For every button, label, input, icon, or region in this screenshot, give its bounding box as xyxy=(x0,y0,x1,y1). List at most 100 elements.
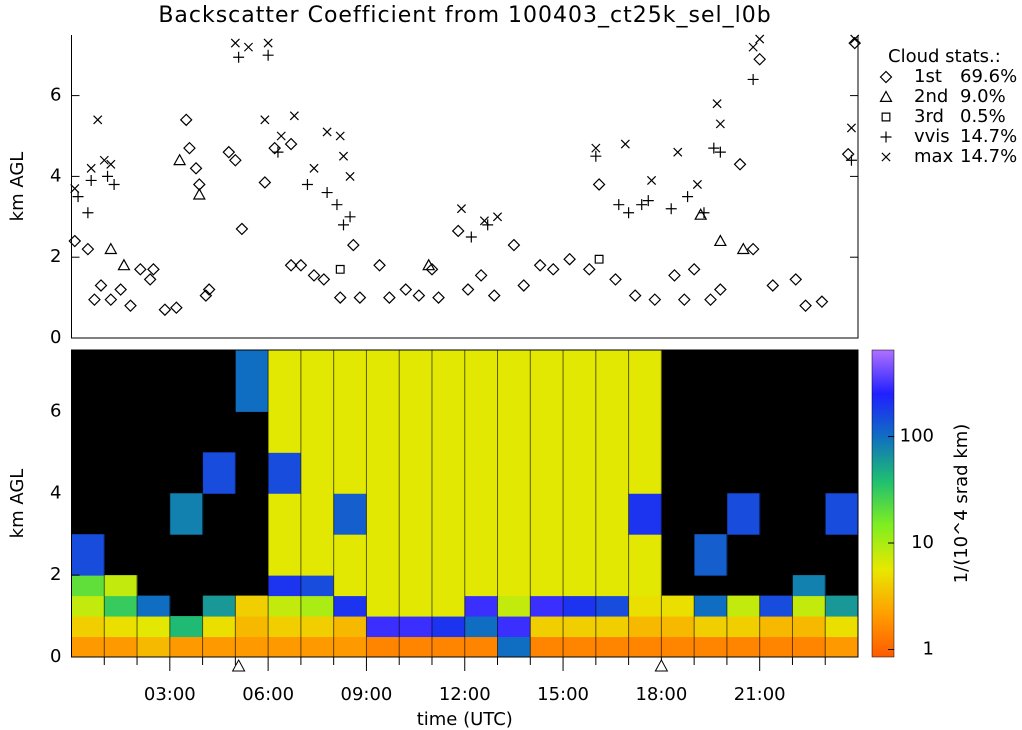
cloud-point xyxy=(82,207,94,219)
cloud-point xyxy=(114,283,128,296)
cloud-point xyxy=(104,242,118,255)
cloud-point xyxy=(229,153,242,167)
cloud-point xyxy=(307,269,321,282)
backscatter-cell xyxy=(595,534,630,576)
cloud-point xyxy=(331,199,343,211)
backscatter-cell xyxy=(366,616,400,638)
backscatter-cell xyxy=(628,411,662,453)
backscatter-cell xyxy=(333,575,367,597)
y-tick-label: 6 xyxy=(50,400,61,421)
cloud-point xyxy=(492,212,503,222)
cloud-point xyxy=(309,163,319,173)
cloud-point xyxy=(179,113,193,127)
backscatter-cell xyxy=(464,616,499,638)
legend-symbol xyxy=(881,152,891,162)
cloud-point xyxy=(755,34,765,44)
cloud-point xyxy=(746,242,760,256)
y-tick-label: 2 xyxy=(50,564,61,585)
backscatter-cell xyxy=(694,534,728,576)
backscatter-cell xyxy=(333,595,367,617)
colorbar-tick-label: 100 xyxy=(900,426,934,447)
backscatter-cell xyxy=(104,595,138,617)
cloud-point xyxy=(692,179,702,190)
backscatter-cell xyxy=(825,636,859,658)
cloud-point xyxy=(815,295,829,308)
cloud-point xyxy=(704,293,717,306)
backscatter-cell xyxy=(71,595,105,617)
cloud-point xyxy=(474,269,488,282)
cloud-point xyxy=(846,123,856,133)
cloud-point xyxy=(592,178,606,191)
backscatter-cell xyxy=(628,534,662,576)
backscatter-cell xyxy=(563,595,597,617)
backscatter-cell xyxy=(431,452,466,494)
x-tick-label: 03:00 xyxy=(144,684,196,705)
cloud-point xyxy=(682,191,694,203)
backscatter-cell xyxy=(431,350,466,412)
backscatter-cell xyxy=(71,636,105,658)
cloud-point xyxy=(789,273,803,286)
cloud-point xyxy=(276,131,286,141)
cloud-point xyxy=(317,273,331,286)
backscatter-cell xyxy=(268,350,302,412)
backscatter-cell xyxy=(530,636,564,658)
legend-name: vvis xyxy=(914,126,950,147)
backscatter-cell xyxy=(792,595,826,617)
backscatter-cell xyxy=(169,493,204,535)
legend-title: Cloud stats.: xyxy=(888,46,1001,67)
backscatter-cell xyxy=(333,452,367,494)
backscatter-cell xyxy=(694,595,728,617)
cloud-point xyxy=(582,262,596,276)
backscatter-cell xyxy=(268,616,302,638)
backscatter-cell xyxy=(464,636,499,658)
cloud-point xyxy=(850,34,860,44)
cloud-point xyxy=(335,131,345,141)
backscatter-cell xyxy=(530,452,564,494)
backscatter-cell xyxy=(464,350,499,412)
cloud-point xyxy=(461,283,475,296)
time-marker xyxy=(654,658,669,672)
backscatter-cell xyxy=(366,411,400,453)
legend-name: 1st xyxy=(914,66,942,87)
cloud-point xyxy=(222,145,236,159)
backscatter-cell xyxy=(399,493,433,535)
backscatter-cell xyxy=(300,534,335,576)
cloud-point xyxy=(642,195,654,207)
backscatter-cell xyxy=(71,575,105,597)
backscatter-cell xyxy=(366,350,400,412)
backscatter-cell xyxy=(268,452,302,494)
cloud-point xyxy=(594,254,604,264)
cloud-point xyxy=(85,174,97,186)
cloud-point xyxy=(99,155,109,165)
x-tick-label: 09:00 xyxy=(341,684,393,705)
cloud-point xyxy=(748,42,758,52)
cloud-point xyxy=(712,99,722,109)
backscatter-cell xyxy=(399,411,433,453)
backscatter-cell xyxy=(628,636,662,658)
cloud-point xyxy=(373,258,386,272)
cloud-point xyxy=(456,204,467,214)
backscatter-cell xyxy=(497,595,531,617)
backscatter-cell xyxy=(431,411,466,453)
cloud-point xyxy=(590,150,602,162)
backscatter-cell xyxy=(595,575,630,597)
y-tick-label: 0 xyxy=(50,646,61,667)
y-axis-label: km AGL xyxy=(7,469,28,539)
legend-share: 69.6% xyxy=(960,66,1017,87)
backscatter-cell xyxy=(661,636,695,658)
cloud-point xyxy=(143,273,157,286)
backscatter-cell xyxy=(530,493,564,535)
cloud-point xyxy=(192,187,206,200)
backscatter-cell xyxy=(825,595,859,617)
cloud-point xyxy=(272,146,284,158)
x-tick-label: 06:00 xyxy=(242,684,294,705)
cloud-point xyxy=(94,279,108,292)
backscatter-cell xyxy=(825,616,859,638)
backscatter-cell xyxy=(563,350,597,412)
backscatter-cell xyxy=(235,350,269,412)
legend-share: 0.5% xyxy=(960,106,1006,127)
backscatter-cell xyxy=(759,595,793,617)
cloud-point xyxy=(124,299,137,313)
